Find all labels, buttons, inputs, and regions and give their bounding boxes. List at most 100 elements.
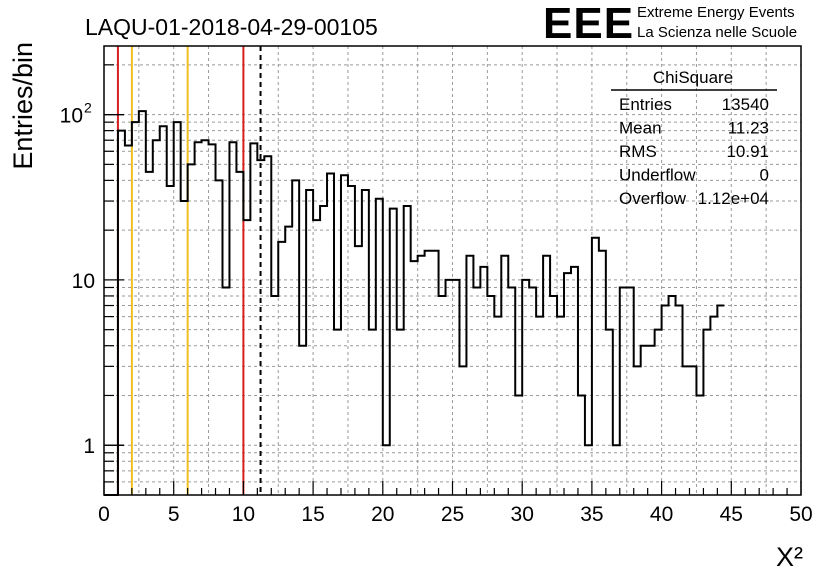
- histogram-bin: [501, 256, 508, 495]
- grid-lines: [104, 46, 801, 495]
- histogram-bin: [648, 346, 655, 495]
- histogram-bin: [376, 199, 383, 495]
- y-tick-label: 10: [72, 270, 95, 293]
- histogram-bin: [348, 186, 355, 495]
- histogram-bin: [543, 256, 550, 495]
- histogram-step-line: [104, 110, 725, 496]
- stats-value: 0: [760, 166, 769, 185]
- histogram-bin: [397, 330, 404, 495]
- histogram-bin: [710, 317, 717, 495]
- histogram-bin: [717, 306, 724, 495]
- x-tick-label: 10: [232, 503, 255, 526]
- histogram-bin: [195, 142, 202, 495]
- histogram-bin: [390, 209, 397, 495]
- histogram-bin: [613, 445, 620, 495]
- histogram-bin: [334, 330, 341, 495]
- histogram-bin: [620, 287, 627, 495]
- histogram-bin: [383, 445, 390, 495]
- histogram-bin: [264, 156, 271, 495]
- stats-value: 1.12e+04: [698, 189, 769, 208]
- histogram-bin: [446, 280, 453, 495]
- histogram-bin: [229, 142, 236, 495]
- histogram-bin: [362, 190, 369, 495]
- histogram-bin: [683, 366, 690, 495]
- x-tick-label: 35: [580, 503, 603, 526]
- histogram-bin: [550, 296, 557, 495]
- x-tick-label: 30: [511, 503, 534, 526]
- x-tick-label: 40: [650, 503, 673, 526]
- eee-logo-line1: Extreme Energy Events: [637, 4, 795, 21]
- histogram-bin: [188, 164, 195, 495]
- histogram-bin: [257, 160, 264, 495]
- x-tick-label: 25: [441, 503, 464, 526]
- y-axis-label: Entries/bin: [8, 42, 38, 170]
- histogram-bin: [703, 330, 710, 495]
- x-tick-label: 15: [301, 503, 324, 526]
- histogram-bin: [592, 238, 599, 495]
- histogram-bin: [418, 256, 425, 495]
- histogram-bin: [278, 242, 285, 495]
- histogram-bin: [480, 267, 487, 495]
- histogram-bin: [696, 395, 703, 495]
- histogram-bin: [202, 140, 209, 495]
- histogram-bin: [466, 256, 473, 495]
- histogram-bin: [508, 287, 515, 495]
- stats-value: 10.91: [726, 142, 769, 161]
- x-axis-label: X²: [776, 542, 803, 572]
- histogram-bin: [285, 227, 292, 495]
- histogram-bin: [669, 296, 676, 495]
- histogram-bin: [167, 186, 174, 495]
- histogram-bin: [355, 246, 362, 495]
- x-tick-label: 50: [789, 503, 812, 526]
- histogram-bin: [250, 143, 257, 495]
- histogram-bin: [271, 296, 278, 495]
- histogram-bin: [153, 140, 160, 495]
- stats-value: 11.23: [728, 119, 769, 138]
- plot-frame: [103, 45, 802, 496]
- histogram-bin: [327, 174, 334, 495]
- histogram-bin: [585, 445, 592, 495]
- y-tick-label: 1: [83, 435, 95, 458]
- histogram-bin: [306, 190, 313, 495]
- stats-value: 13540: [722, 95, 769, 114]
- histogram-bin: [209, 144, 216, 495]
- x-tick-label: 45: [720, 503, 743, 526]
- x-tick-label: 0: [98, 503, 110, 526]
- histogram-bin: [432, 251, 439, 495]
- histogram-bin: [341, 175, 348, 495]
- histogram-bin: [404, 206, 411, 495]
- histogram-bin: [320, 206, 327, 495]
- histogram-bin: [313, 220, 320, 495]
- histogram-bin: [536, 317, 543, 495]
- histogram-bin: [125, 146, 132, 495]
- eee-logo: EEE Extreme Energy Events La Scienza nel…: [543, 0, 797, 48]
- histogram-bin: [571, 267, 578, 495]
- histogram-bin: [139, 111, 146, 495]
- histogram-bin: [369, 330, 376, 495]
- stats-label: Entries: [619, 95, 672, 114]
- eee-logo-letters: EEE: [543, 0, 634, 48]
- histogram-bin: [216, 180, 223, 495]
- histogram-bin: [292, 180, 299, 495]
- histogram-bin: [174, 122, 181, 495]
- histogram-bin: [411, 261, 418, 495]
- x-tick-label: 5: [168, 503, 180, 526]
- histogram-bin: [627, 287, 634, 495]
- histogram-bin: [494, 317, 501, 495]
- y-tick-exponent: 2: [84, 100, 92, 116]
- histogram-bin: [299, 346, 306, 495]
- histogram-bin: [529, 287, 536, 495]
- stats-rows: Entries 13540 Mean 11.23 RMS 10.91 Underflow 0 O…: [619, 95, 769, 208]
- histogram-bin: [439, 296, 446, 495]
- histogram-bin: [522, 280, 529, 495]
- histogram-bin: [662, 306, 669, 495]
- stats-box: ChiSquare Entries 13540 Mean 11.23 RMS 10.91 U…: [611, 68, 777, 208]
- eee-logo-line2: La Scienza nelle Scuole: [637, 24, 797, 41]
- histogram-bin: [181, 201, 188, 495]
- run-id-title: LAQU-01-2018-04-29-00105: [85, 14, 378, 40]
- stats-label: Underflow: [619, 166, 696, 185]
- histogram-bin: [453, 280, 460, 495]
- histogram-bin: [487, 296, 494, 495]
- histogram-bin: [515, 395, 522, 495]
